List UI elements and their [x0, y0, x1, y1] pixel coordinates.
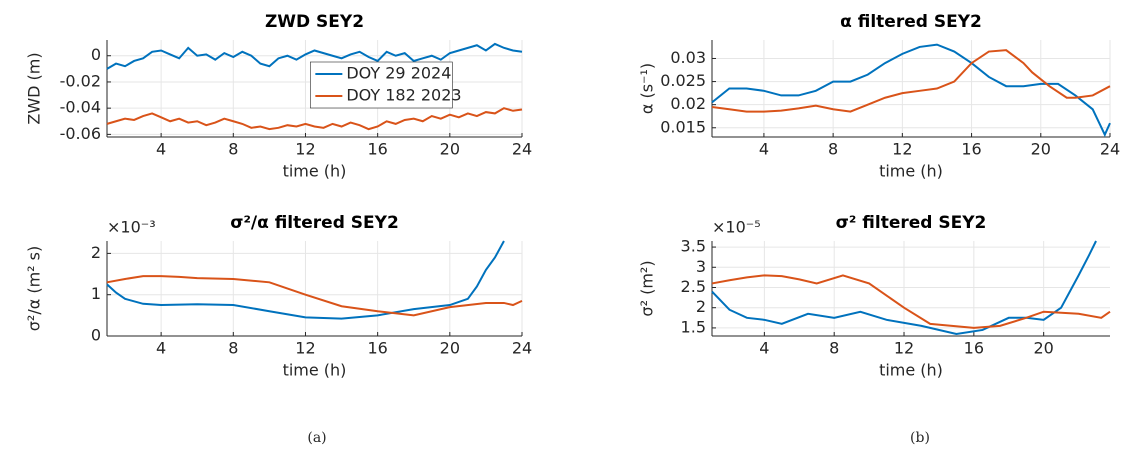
legend-label: DOY 182 2023	[346, 86, 461, 105]
x-tick-label: 4	[759, 339, 769, 358]
x-tick-label: 8	[228, 339, 238, 358]
y-tick-label: 3.5	[681, 237, 706, 256]
chart-title: ZWD SEY2	[265, 12, 364, 32]
y-tick-label: 0	[91, 326, 101, 345]
x-tick-label: 20	[440, 339, 460, 358]
y-tick-label: 0.02	[670, 94, 706, 113]
x-tick-label: 12	[295, 140, 315, 159]
y-tick-label: -0.04	[60, 98, 101, 117]
x-tick-label: 20	[1033, 339, 1053, 358]
y-tick-label: 2	[696, 297, 706, 316]
x-tick-label: 24	[512, 339, 532, 358]
legend	[310, 61, 453, 109]
data-line	[106, 107, 523, 131]
x-tick-label: 8	[228, 140, 238, 159]
y-tick-label: 0	[91, 45, 101, 64]
data-line	[711, 49, 1111, 113]
y-tick-label: 1	[91, 284, 101, 303]
exponent-label: ×10⁻³	[107, 218, 156, 237]
x-tick-label: 16	[367, 140, 387, 159]
caption: (a)	[307, 430, 326, 446]
x-axis-label: time (h)	[283, 162, 347, 181]
chart-title: σ² filtered SEY2	[836, 213, 987, 233]
data-line	[711, 43, 1111, 138]
data-line	[711, 240, 1097, 335]
x-tick-label: 4	[156, 339, 166, 358]
x-tick-label: 24	[512, 140, 532, 159]
y-tick-label: -0.02	[60, 71, 101, 90]
x-tick-label: 16	[964, 339, 984, 358]
y-tick-label: 0.025	[660, 71, 706, 90]
x-axis-label: time (h)	[879, 162, 943, 181]
x-tick-label: 12	[892, 140, 912, 159]
exponent-label: ×10⁻⁵	[712, 218, 761, 237]
y-axis-label: ZWD (m)	[25, 52, 44, 124]
y-axis-label: σ²/α (m² s)	[25, 246, 44, 331]
data-line	[106, 42, 523, 70]
y-tick-label: 2.5	[681, 277, 706, 296]
x-tick-label: 24	[1100, 140, 1120, 159]
y-tick-label: 0.015	[660, 117, 706, 136]
x-axis-label: time (h)	[879, 361, 943, 380]
y-tick-label: 1.5	[681, 317, 706, 336]
x-axis-label: time (h)	[283, 361, 347, 380]
y-tick-label: 2	[91, 243, 101, 262]
x-tick-label: 12	[894, 339, 914, 358]
x-tick-label: 8	[828, 140, 838, 159]
x-tick-label: 8	[829, 339, 839, 358]
x-tick-label: 12	[295, 339, 315, 358]
y-tick-label: 3	[696, 257, 706, 276]
y-axis-label: α (s⁻¹)	[638, 63, 657, 114]
x-tick-label: 16	[961, 140, 981, 159]
legend-label: DOY 29 2024	[346, 64, 451, 83]
caption: (b)	[910, 430, 930, 446]
data-line	[711, 274, 1111, 329]
data-line	[106, 275, 523, 317]
y-tick-label: 0.03	[670, 48, 706, 67]
x-tick-label: 4	[156, 140, 166, 159]
data-line	[106, 240, 505, 320]
x-tick-label: 16	[367, 339, 387, 358]
x-tick-label: 4	[759, 140, 769, 159]
chart-title: σ²/α filtered SEY2	[230, 213, 399, 233]
y-tick-label: -0.06	[60, 124, 101, 143]
y-axis-label: σ² (m²)	[638, 260, 657, 316]
x-tick-label: 20	[1031, 140, 1051, 159]
chart-title: α filtered SEY2	[840, 12, 982, 32]
x-tick-label: 20	[440, 140, 460, 159]
